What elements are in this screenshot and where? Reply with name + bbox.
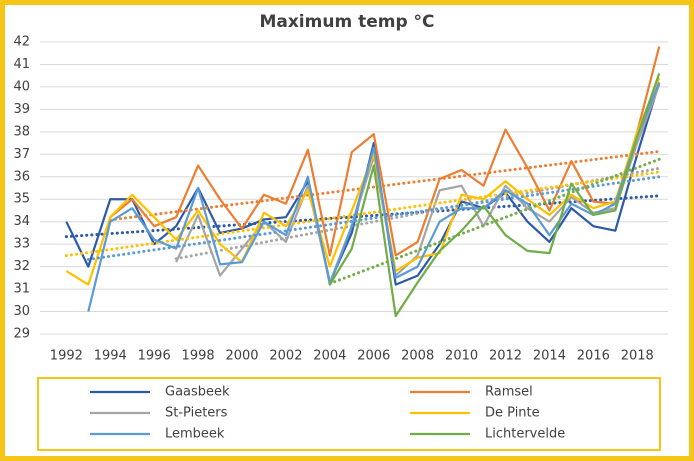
- x-tick-label: 1998: [182, 349, 215, 364]
- legend-label: Ramsel: [485, 385, 533, 400]
- y-tick-label: 38: [13, 124, 30, 139]
- y-tick-label: 40: [13, 79, 30, 94]
- series-line: [65, 77, 661, 286]
- x-tick-label: 2010: [445, 349, 478, 364]
- y-tick-label: 35: [13, 192, 30, 207]
- series-line: [328, 73, 661, 318]
- x-tick-label: 2016: [577, 349, 610, 364]
- x-tick-label: 2012: [489, 349, 522, 364]
- y-tick-label: 42: [13, 35, 30, 50]
- series-line: [87, 82, 661, 312]
- y-tick-label: 37: [13, 147, 30, 162]
- x-tick-label: 2004: [313, 349, 346, 364]
- y-tick-label: 39: [13, 102, 30, 117]
- legend-label: Lembeek: [165, 427, 225, 442]
- y-tick-label: 30: [13, 304, 30, 319]
- chart-title: Maximum temp °C: [259, 12, 434, 32]
- legend-label: De Pinte: [485, 406, 540, 421]
- trendline: [64, 170, 661, 258]
- x-tick-label: 2006: [357, 349, 390, 364]
- trendline: [174, 166, 661, 261]
- y-tick-label: 29: [13, 327, 30, 342]
- x-tick-label: 2014: [533, 349, 566, 364]
- x-tick-label: 2002: [269, 349, 302, 364]
- trendline: [64, 194, 661, 239]
- legend-label: Lichtervelde: [485, 427, 565, 442]
- x-tick-label: 2008: [401, 349, 434, 364]
- y-tick-label: 32: [13, 259, 30, 274]
- x-tick-label: 2018: [621, 349, 654, 364]
- legend-label: St-Pieters: [165, 406, 228, 421]
- y-tick-label: 41: [13, 57, 30, 72]
- series-line: [109, 46, 661, 257]
- x-tick-label: 2000: [225, 349, 258, 364]
- trendline: [86, 175, 661, 261]
- y-tick-label: 34: [13, 214, 30, 229]
- y-tick-label: 31: [13, 282, 30, 297]
- trendline: [108, 149, 661, 222]
- y-tick-label: 33: [13, 237, 30, 252]
- x-tick-label: 1994: [94, 349, 127, 364]
- legend-label: Gaasbeek: [165, 385, 230, 400]
- y-tick-label: 36: [13, 169, 30, 184]
- x-tick-label: 1996: [138, 349, 171, 364]
- x-tick-label: 1992: [50, 349, 83, 364]
